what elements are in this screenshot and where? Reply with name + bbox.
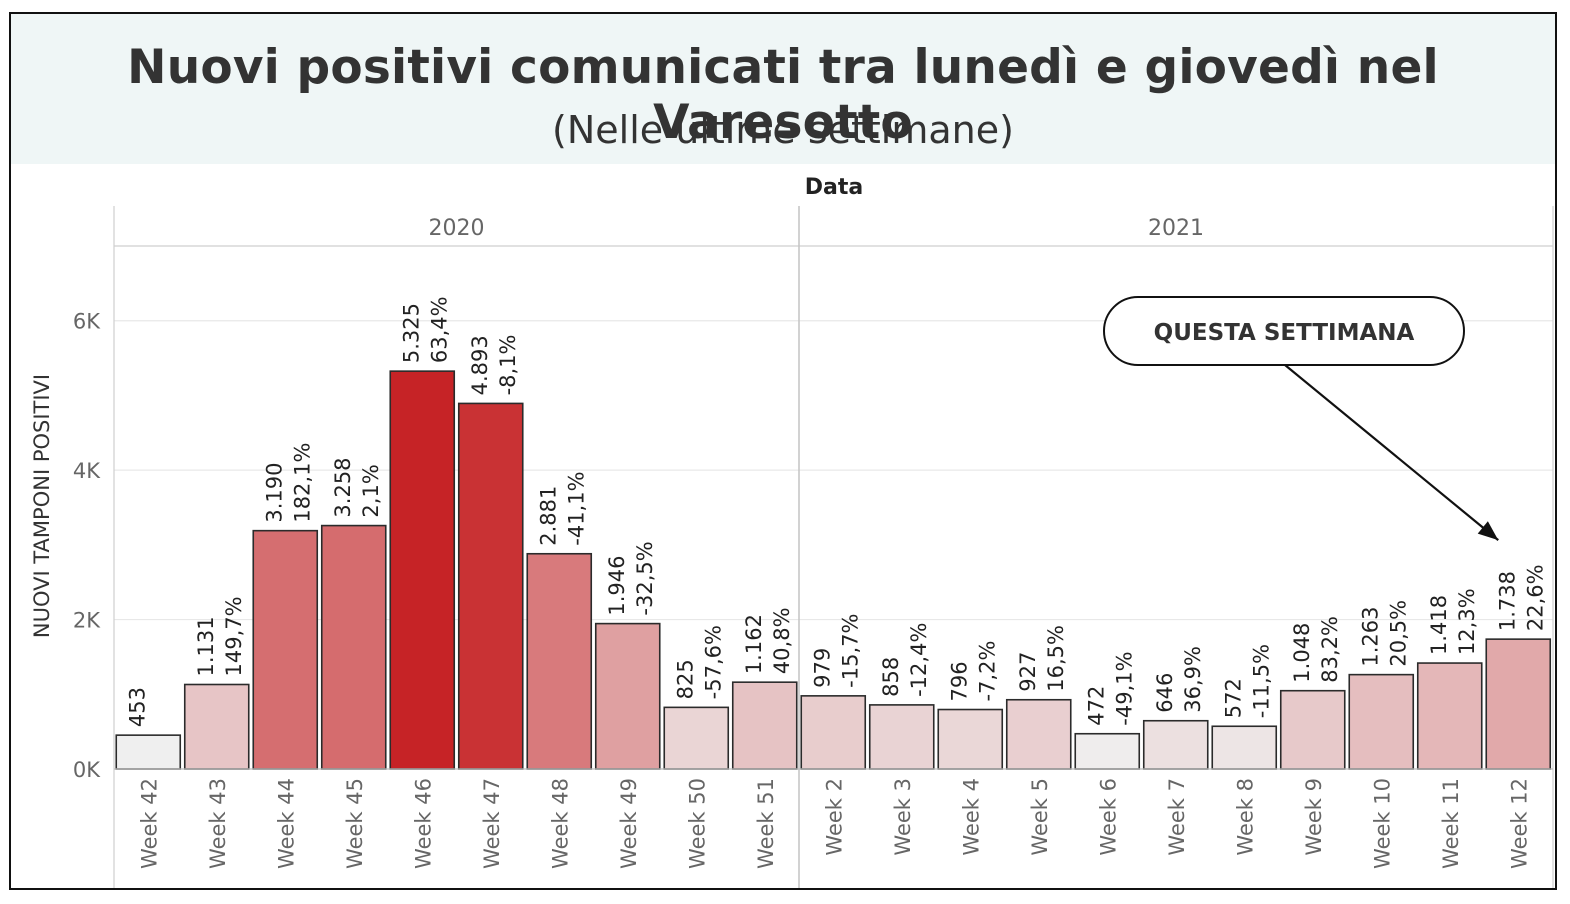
bar-value-label: 4.893 <box>468 335 492 395</box>
bar[interactable] <box>663 706 730 770</box>
bar[interactable] <box>320 524 387 770</box>
chart-subtitle: (Nelle ultime settimane) <box>552 108 1014 152</box>
bar-pct-label: 20,5% <box>1386 600 1410 667</box>
bar[interactable] <box>252 529 319 770</box>
bar[interactable] <box>731 681 798 770</box>
x-tick-label: Week 12 <box>1507 778 1531 869</box>
bar-value-label: 1.738 <box>1495 571 1519 631</box>
bar-value-label: 1.946 <box>605 555 629 615</box>
x-tick-label: Week 8 <box>1233 778 1257 856</box>
bar-value-label: 3.190 <box>262 463 286 523</box>
bar-pct-label: -49,1% <box>1112 651 1136 725</box>
panel-year-label: 2021 <box>1148 216 1204 241</box>
bar-value-label: 572 <box>1221 678 1245 718</box>
bar[interactable] <box>1348 673 1415 770</box>
x-tick-label: Week 6 <box>1096 778 1120 856</box>
bar-pct-label: -57,6% <box>701 625 725 699</box>
bar-value-label: 796 <box>947 661 971 701</box>
y-axis-label: NUOVI TAMPONI POSITIVI <box>30 374 54 638</box>
annotation-text: QUESTA SETTIMANA <box>1154 320 1415 346</box>
annotation-arrow-line <box>1284 364 1499 541</box>
bar[interactable] <box>1279 689 1346 770</box>
x-tick-label: Week 45 <box>343 778 367 869</box>
x-tick-label: Week 11 <box>1439 778 1463 869</box>
bar[interactable] <box>1142 719 1209 770</box>
bar[interactable] <box>594 622 661 770</box>
bar-pct-label: 36,9% <box>1181 646 1205 713</box>
column-header: Data <box>805 175 863 200</box>
bar[interactable] <box>1416 662 1483 770</box>
bar-pct-label: 149,7% <box>222 596 246 676</box>
chart-title: Nuovi positivi comunicati tra lunedì e g… <box>127 40 1439 150</box>
y-tick-label: 4K <box>73 459 101 483</box>
bar-value-label: 858 <box>879 657 903 697</box>
x-tick-label: Week 7 <box>1165 778 1189 856</box>
bar-value-label: 1.263 <box>1358 607 1382 667</box>
bar-value-label: 1.162 <box>742 614 766 674</box>
bar[interactable] <box>457 402 524 770</box>
x-tick-label: Week 9 <box>1302 778 1326 856</box>
bar[interactable] <box>868 704 935 770</box>
bar[interactable] <box>1005 698 1072 770</box>
bar-pct-label: 16,5% <box>1044 625 1068 692</box>
bar[interactable] <box>526 552 593 770</box>
bar-value-label: 453 <box>125 687 149 727</box>
bar[interactable] <box>1211 725 1278 770</box>
bar-value-label: 927 <box>1016 652 1040 692</box>
x-tick-label: Week 42 <box>137 778 161 869</box>
bar-pct-label: 12,3% <box>1455 588 1479 655</box>
x-tick-label: Week 50 <box>685 778 709 869</box>
bar-pct-label: 22,6% <box>1523 564 1547 631</box>
bar-value-label: 5.325 <box>399 303 423 363</box>
bar[interactable] <box>183 683 250 770</box>
x-tick-label: Week 48 <box>548 778 572 869</box>
bar[interactable] <box>1485 638 1552 770</box>
panel-year-label: 2020 <box>429 216 485 241</box>
x-tick-label: Week 51 <box>754 778 778 869</box>
x-tick-label: Week 43 <box>206 778 230 869</box>
bar-pct-label: 182,1% <box>290 443 314 523</box>
x-tick-label: Week 3 <box>891 778 915 856</box>
bar[interactable] <box>389 370 456 770</box>
y-tick-label: 6K <box>73 310 101 334</box>
bar[interactable] <box>800 695 867 770</box>
chart-header: Nuovi positivi comunicati tra lunedì e g… <box>11 14 1555 164</box>
bar[interactable] <box>1074 732 1141 770</box>
bar-pct-label: 40,8% <box>770 607 794 674</box>
bar-value-label: 1.048 <box>1290 623 1314 683</box>
bar-pct-label: -11,5% <box>1249 644 1273 718</box>
y-tick-label: 2K <box>73 609 101 633</box>
bar-value-label: 472 <box>1084 686 1108 726</box>
bar-value-label: 646 <box>1153 673 1177 713</box>
bar-pct-label: 83,2% <box>1318 616 1342 683</box>
bar-pct-label: 63,4% <box>427 296 451 363</box>
x-tick-label: Week 49 <box>617 778 641 869</box>
y-tick-label: 0K <box>73 758 101 782</box>
x-tick-label: Week 44 <box>274 778 298 869</box>
x-tick-label: Week 10 <box>1370 778 1394 869</box>
annotation-arrow-head <box>1477 521 1499 541</box>
bar-value-label: 1.131 <box>194 616 218 676</box>
x-tick-label: Week 2 <box>822 778 846 856</box>
x-tick-label: Week 4 <box>959 778 983 856</box>
bar-value-label: 1.418 <box>1427 595 1451 655</box>
bar-pct-label: -41,1% <box>564 471 588 545</box>
bar-value-label: 3.258 <box>331 457 355 517</box>
x-tick-label: Week 5 <box>1028 778 1052 856</box>
bar[interactable] <box>115 734 182 770</box>
x-tick-label: Week 47 <box>480 778 504 869</box>
bar[interactable] <box>937 708 1004 770</box>
bar-pct-label: -15,7% <box>838 614 862 688</box>
bar-value-label: 2.881 <box>536 486 560 546</box>
bar-value-label: 979 <box>810 648 834 688</box>
bar-pct-label: -7,2% <box>975 641 999 702</box>
bar-pct-label: 2,1% <box>359 464 383 517</box>
x-tick-label: Week 46 <box>411 778 435 869</box>
bar-pct-label: -8,1% <box>496 334 520 395</box>
annotation-callout <box>1103 296 1465 366</box>
bar-value-label: 825 <box>673 659 697 699</box>
bar-pct-label: -12,4% <box>907 623 931 697</box>
bar-pct-label: -32,5% <box>633 541 657 615</box>
